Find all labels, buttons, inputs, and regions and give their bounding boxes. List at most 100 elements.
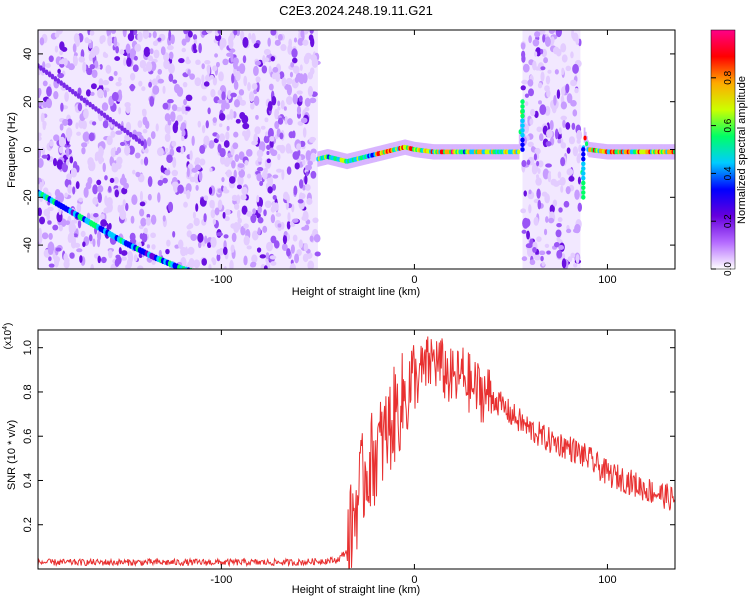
noise-speck <box>521 79 529 85</box>
noise-speck <box>536 126 542 133</box>
noise-speck <box>193 259 201 269</box>
noise-speck <box>118 107 122 115</box>
noise-speck <box>282 234 288 245</box>
noise-speck <box>73 33 80 44</box>
noise-speck <box>267 101 273 112</box>
noise-speck <box>111 91 119 102</box>
noise-speck <box>275 71 281 82</box>
noise-speck <box>521 50 526 59</box>
noise-speck <box>125 121 132 133</box>
noise-speck <box>194 157 201 164</box>
spectrogram-y-label: Frequency (Hz) <box>6 112 18 188</box>
noise-speck <box>188 258 195 269</box>
noise-speck <box>546 129 553 138</box>
noise-speck <box>87 30 91 36</box>
noise-speck <box>259 254 267 259</box>
noise-speck <box>137 31 143 43</box>
diagonal-trace-mark <box>97 108 101 114</box>
noise-speck <box>52 158 58 167</box>
noise-speck <box>110 30 116 34</box>
noise-speck <box>286 166 292 175</box>
noise-speck <box>180 135 185 142</box>
noise-speck <box>195 203 199 212</box>
noise-speck <box>289 71 294 78</box>
noise-speck <box>152 40 158 47</box>
noise-speck <box>558 127 562 135</box>
noise-speck <box>221 91 226 101</box>
noise-speck <box>114 189 119 198</box>
diagonal-trace-mark <box>47 71 52 78</box>
noise-speck <box>547 171 552 183</box>
noise-speck <box>556 222 562 228</box>
noise-speck <box>39 181 43 191</box>
spike-mark <box>581 147 586 152</box>
colorbar: 0.0 0.2 0.4 0.6 0.8 Normalized spectral ampl… <box>710 29 748 276</box>
noise-speck <box>543 57 548 64</box>
noise-speck <box>75 181 80 189</box>
snr-frame <box>37 329 676 570</box>
noise-speck <box>195 59 201 66</box>
noise-speck <box>576 129 583 141</box>
noise-speck <box>187 69 191 76</box>
noise-speck <box>263 167 268 174</box>
noise-speck <box>144 147 149 154</box>
noise-speck <box>296 105 302 115</box>
noise-speck <box>260 125 266 130</box>
noise-speck <box>235 118 241 124</box>
noise-speck <box>522 63 530 73</box>
noise-speck <box>152 85 160 95</box>
spike-mark <box>520 132 525 138</box>
noise-speck <box>89 30 95 36</box>
noise-speck <box>66 133 71 142</box>
noise-speck <box>560 185 564 193</box>
noise-speck <box>252 208 257 214</box>
noise-speck <box>261 65 268 74</box>
noise-speck <box>266 158 271 164</box>
diagonal-trace-mark <box>56 78 61 84</box>
noise-speck <box>98 78 104 86</box>
noise-speck <box>533 254 541 261</box>
noise-speck <box>253 95 260 106</box>
noise-speck <box>143 156 149 166</box>
noise-speck <box>529 259 536 266</box>
noise-speck <box>81 147 86 155</box>
diagonal-trace-mark <box>105 114 110 121</box>
noise-speck <box>546 250 551 255</box>
x-tick-label: 0 <box>411 274 417 286</box>
spectrogram-x-ticks: -100 0 100 <box>210 30 617 286</box>
noise-speck <box>139 208 145 217</box>
noise-speck <box>277 153 281 161</box>
noise-speck <box>270 261 277 266</box>
noise-speck <box>76 248 83 253</box>
noise-speck <box>234 222 242 231</box>
noise-speck <box>281 77 287 87</box>
noise-speck <box>544 36 551 47</box>
noise-speck <box>265 252 270 260</box>
noise-speck <box>556 249 563 259</box>
y-tick-label: 40 <box>22 48 34 60</box>
noise-speck <box>546 89 551 98</box>
noise-speck <box>540 255 544 262</box>
noise-speck <box>186 189 191 200</box>
noise-speck <box>246 148 253 157</box>
noise-speck <box>168 63 175 74</box>
spike-mark <box>581 194 586 200</box>
diagonal-trace-mark <box>50 73 55 80</box>
noise-speck <box>246 128 251 139</box>
noise-speck <box>251 83 258 90</box>
noise-speck <box>203 81 210 87</box>
noise-speck <box>38 101 43 107</box>
noise-speck <box>572 146 579 157</box>
noise-speck <box>263 48 271 56</box>
noise-speck <box>240 194 247 201</box>
noise-speck <box>219 147 226 158</box>
noise-speck <box>97 185 104 193</box>
noise-speck <box>283 191 289 200</box>
noise-speck <box>138 80 143 87</box>
noise-speck <box>85 89 91 97</box>
noise-speck <box>545 216 549 223</box>
noise-speck <box>523 190 527 197</box>
noise-speck <box>102 51 107 58</box>
noise-speck <box>209 167 213 173</box>
noise-speck <box>201 258 208 266</box>
